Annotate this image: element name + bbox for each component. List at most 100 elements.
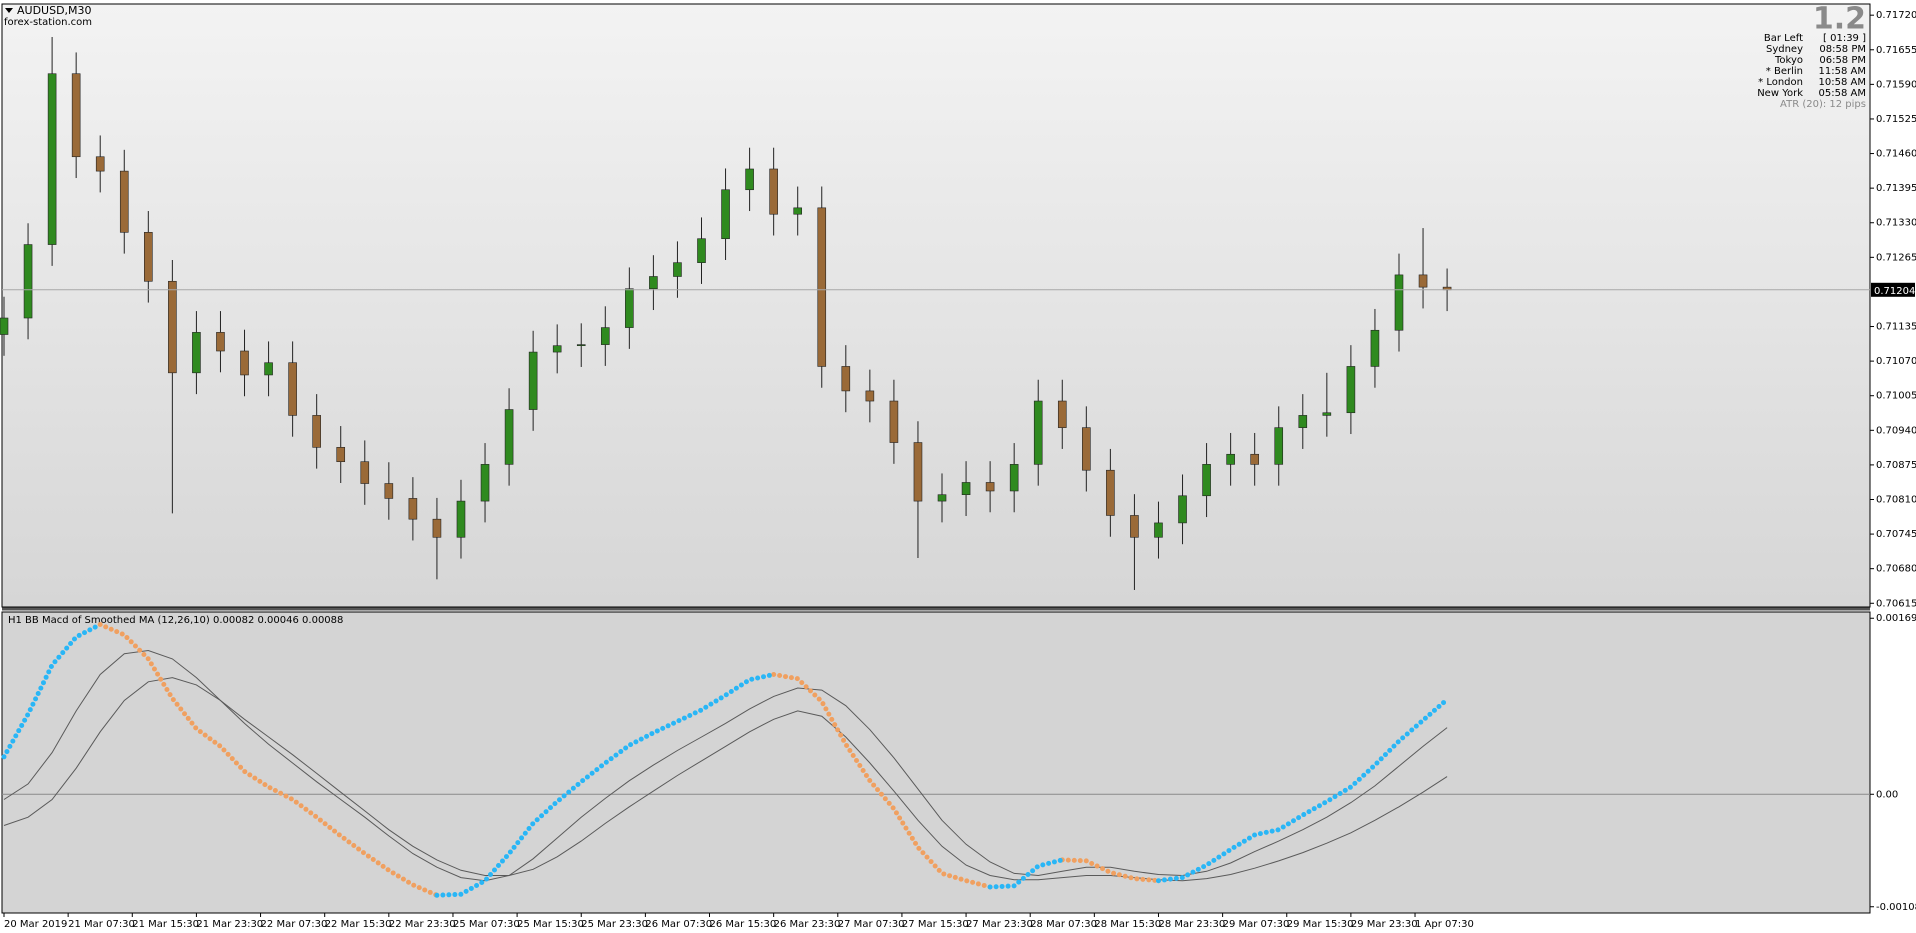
candle-body xyxy=(1082,427,1091,471)
candle-body xyxy=(119,170,129,233)
last-price-box xyxy=(1871,282,1915,297)
candle-body xyxy=(288,362,297,416)
y-tick-label: 0.71070 xyxy=(1876,356,1916,367)
candle-body xyxy=(552,345,562,353)
x-tick-label: 21 Mar 15:30 xyxy=(132,919,199,930)
session-time: 05:58 AM xyxy=(1819,88,1866,99)
y-tick-label: 0.71330 xyxy=(1876,218,1916,229)
candle-body xyxy=(1154,522,1163,538)
x-tick-label: 21 Mar 23:30 xyxy=(196,919,263,930)
y-tick-label: -0.00108 xyxy=(1876,902,1916,913)
menu-arrow[interactable] xyxy=(5,8,13,13)
candle-body xyxy=(528,351,538,410)
candle-body xyxy=(576,344,586,346)
macd-dots xyxy=(1156,697,1450,884)
candle-body xyxy=(456,500,466,538)
y-tick-label: 0.71590 xyxy=(1876,79,1916,90)
y-tick-label: 0.70940 xyxy=(1876,425,1916,436)
candle-body xyxy=(841,366,851,392)
price-panel xyxy=(1,3,1871,608)
candle-body xyxy=(1202,464,1211,497)
candle-body xyxy=(1370,329,1380,367)
x-tick-label: 25 Mar 07:30 xyxy=(453,919,520,930)
y-tick-label: 0.71655 xyxy=(1876,45,1916,56)
session-time: 11:58 AM xyxy=(1819,66,1866,77)
y-tick-label: 0.71460 xyxy=(1876,149,1916,160)
x-tick-label: 1 Apr 07:30 xyxy=(1415,919,1474,930)
y-tick-label: 0.70615 xyxy=(1876,598,1916,609)
session-label: Tokyo xyxy=(1774,55,1803,66)
symbol-title: AUDUSD,M30 xyxy=(17,4,92,17)
session-time: 10:58 AM xyxy=(1819,77,1866,88)
candle-body xyxy=(889,400,899,443)
candle-body xyxy=(961,482,971,496)
candle-body xyxy=(1057,400,1067,428)
candle-body xyxy=(1009,464,1019,492)
candle-body xyxy=(1106,469,1115,516)
x-tick-label: 25 Mar 23:30 xyxy=(581,919,648,930)
session-label: New York xyxy=(1757,88,1803,99)
y-tick-label: 0.71395 xyxy=(1876,183,1916,194)
session-label: Bar Left xyxy=(1764,33,1803,44)
candle-body xyxy=(817,207,827,367)
candle-body xyxy=(865,390,875,402)
candle-body xyxy=(1178,495,1187,524)
candle-body xyxy=(312,415,321,448)
candle-body xyxy=(1033,400,1043,465)
x-tick-label: 27 Mar 07:30 xyxy=(838,919,905,930)
candle-body xyxy=(144,232,153,282)
candle-body xyxy=(0,317,9,335)
x-tick-label: 22 Mar 15:30 xyxy=(325,919,392,930)
candle-body xyxy=(697,238,706,263)
macd-dots xyxy=(97,622,440,898)
candle-body xyxy=(673,262,682,277)
x-tick-label: 27 Mar 23:30 xyxy=(966,919,1033,930)
y-tick-label: 0.71265 xyxy=(1876,252,1916,263)
candle-body xyxy=(432,518,442,538)
candle-body xyxy=(192,332,201,374)
candle-body xyxy=(336,447,346,463)
macd-dots xyxy=(434,672,777,898)
candle-body xyxy=(168,280,177,374)
y-tick-label: 0.71525 xyxy=(1876,114,1916,125)
session-time: 06:58 PM xyxy=(1819,55,1866,66)
candle-body xyxy=(480,464,490,502)
session-label: Sydney xyxy=(1766,44,1803,55)
x-tick-label: 22 Mar 07:30 xyxy=(261,919,328,930)
x-tick-label: 25 Mar 15:30 xyxy=(517,919,584,930)
candle-body xyxy=(71,73,81,158)
macd-dots xyxy=(1059,857,1161,884)
candle-body xyxy=(937,494,947,502)
candle-body xyxy=(1394,274,1404,331)
indicator-title: H1 BB Macd of Smoothed MA (12,26,10) 0.0… xyxy=(8,615,343,626)
x-tick-label: 28 Mar 23:30 xyxy=(1158,919,1225,930)
candle-body xyxy=(1250,453,1259,465)
signal-line xyxy=(3,649,1448,882)
y-tick-label: 0.71720 xyxy=(1876,10,1916,21)
session-time: 08:58 PM xyxy=(1819,44,1866,55)
x-tick-label: 21 Mar 07:30 xyxy=(68,919,135,930)
candle-body xyxy=(793,207,803,215)
x-tick-label: 29 Mar 15:30 xyxy=(1287,919,1354,930)
x-tick-label: 20 Mar 2019 xyxy=(4,919,67,930)
x-tick-label: 26 Mar 23:30 xyxy=(774,919,841,930)
candle-body xyxy=(1298,415,1308,428)
indicator-panel xyxy=(1,611,1871,914)
y-tick-label: 0.70745 xyxy=(1876,529,1916,540)
y-tick-label: 0.71135 xyxy=(1876,322,1916,333)
x-tick-label: 26 Mar 07:30 xyxy=(645,919,712,930)
candle-body xyxy=(913,442,923,502)
candle-body xyxy=(1274,427,1284,465)
candle-body xyxy=(504,409,514,465)
candle-body xyxy=(1418,274,1428,288)
candle-body xyxy=(264,362,273,376)
candle-body xyxy=(769,168,778,215)
y-tick-label: 0.70680 xyxy=(1876,564,1916,575)
candle-body xyxy=(384,483,394,499)
macd-dots xyxy=(987,857,1065,890)
x-tick-label: 28 Mar 07:30 xyxy=(1030,919,1097,930)
y-tick-label: 0.71005 xyxy=(1876,391,1916,402)
macd-dots xyxy=(1,622,103,760)
y-tick-label: 0.70875 xyxy=(1876,460,1916,471)
